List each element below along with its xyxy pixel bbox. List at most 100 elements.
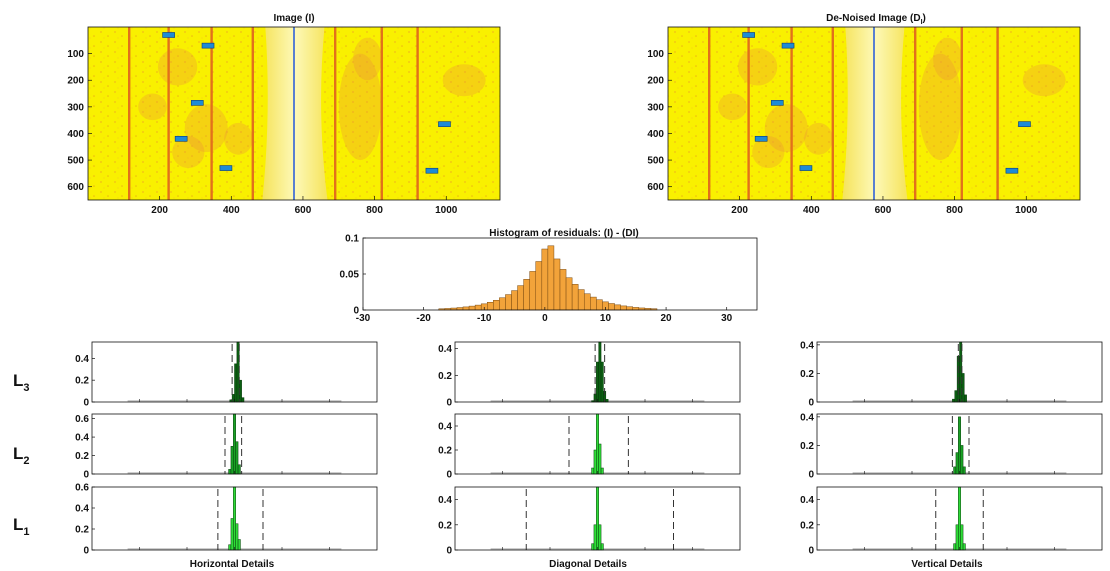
y-tick-label: 300	[647, 102, 664, 113]
histogram-bar	[523, 279, 530, 311]
histogram-bar	[559, 269, 567, 311]
detail-bar	[591, 467, 595, 475]
y-tick-label: 0.2	[800, 441, 814, 452]
histogram-bar	[529, 271, 537, 311]
x-tick-label: 400	[223, 205, 240, 216]
detail-bar	[235, 441, 239, 475]
x-tick-label: 1000	[435, 205, 458, 216]
y-tick-label: 0	[808, 398, 814, 409]
y-tick-label: 0.2	[438, 446, 452, 457]
image-center-line	[873, 27, 875, 200]
image-stripe	[167, 27, 170, 200]
y-tick-label: 0.2	[438, 371, 452, 382]
y-tick-label: 0.4	[75, 504, 89, 515]
image-stripe	[210, 27, 213, 200]
x-tick-label: -20	[416, 313, 431, 324]
image-center-line	[293, 27, 295, 200]
y-tick-label: 600	[647, 182, 664, 193]
detail-bar	[596, 361, 599, 403]
y-tick-label: 0.1	[345, 234, 359, 245]
detail-bar	[237, 464, 241, 475]
image-texture-blob	[353, 37, 382, 81]
y-tick-label: 400	[647, 129, 664, 140]
image-texture-blob	[752, 136, 785, 169]
column-label-vertical: Vertical Details	[911, 559, 983, 570]
y-tick-label: 500	[67, 156, 84, 167]
row-label-l3-sub: 3	[23, 382, 29, 394]
image-marker	[201, 42, 215, 49]
y-tick-label: 0	[83, 546, 89, 557]
detail-bar	[228, 469, 232, 475]
y-tick-label: 0.2	[800, 369, 814, 380]
image-marker	[174, 135, 188, 142]
original-image-title: Image (I)	[273, 13, 314, 24]
histogram-bar	[583, 293, 591, 311]
detail-bar	[591, 543, 595, 551]
y-tick-label: 0	[83, 470, 89, 481]
x-tick-label: 30	[721, 313, 733, 324]
column-label-horizontal: Horizontal Details	[190, 559, 275, 570]
y-tick-label: 100	[67, 49, 84, 60]
detail-bar	[962, 543, 966, 551]
detail-bar	[600, 467, 604, 475]
row-label-l3: L3	[13, 371, 30, 394]
detail-bar	[958, 486, 961, 551]
image-texture-blob	[157, 48, 198, 86]
y-tick-label: 0.2	[75, 525, 89, 536]
image-bright-region	[262, 27, 328, 200]
image-stripe	[416, 27, 419, 200]
detail-histogram-d1: 0 0.2 0.4	[438, 486, 741, 557]
y-tick-label: 0	[446, 546, 452, 557]
y-tick-label: 0	[446, 470, 452, 481]
image-marker	[190, 100, 204, 106]
histogram-bar	[511, 290, 518, 311]
image-marker	[781, 42, 795, 49]
histogram-bar	[571, 284, 579, 311]
image-stripe	[128, 27, 131, 200]
image-stripe	[790, 27, 793, 200]
column-label-diagonal: Diagonal Details	[549, 559, 627, 570]
denoised-title-end: )	[923, 13, 926, 24]
image-texture-blob	[338, 53, 382, 161]
detail-histogram-d2: 0 0.2 0.4	[438, 413, 741, 481]
detail-bar	[234, 363, 238, 403]
x-tick-label: -10	[477, 313, 492, 324]
histogram-bar	[620, 305, 627, 311]
image-texture-blob	[1022, 64, 1066, 97]
x-tick-label: 600	[875, 205, 892, 216]
detail-histogram-v1: 0 0.2 0.4	[800, 486, 1103, 557]
image-stripe	[334, 27, 337, 200]
detail-bar	[953, 466, 957, 475]
detail-bar	[241, 397, 245, 403]
y-tick-label: 0.4	[800, 495, 814, 506]
x-tick-label: 600	[295, 205, 312, 216]
detail-bar	[600, 543, 604, 551]
image-bright-region	[842, 27, 908, 200]
y-tick-label: 0.4	[800, 340, 814, 351]
denoised-title-subscript: I	[921, 19, 923, 26]
image-marker	[1018, 121, 1031, 127]
image-texture-blob	[933, 37, 962, 81]
image-texture-blob	[224, 122, 253, 155]
detail-bar	[593, 524, 597, 551]
image-texture-blob	[718, 93, 747, 121]
detail-bar	[600, 361, 604, 403]
image-texture-blob	[184, 104, 228, 153]
detail-bar	[235, 523, 239, 551]
detail-bar	[233, 413, 236, 475]
histogram-bar	[553, 258, 561, 311]
image-marker	[754, 135, 768, 142]
detail-histogram-v2: 0 0.2 0.4	[800, 412, 1103, 481]
detail-bar	[964, 394, 967, 403]
detail-bar	[958, 416, 961, 475]
detail-histogram-h3: 0 0.2 0.4	[75, 341, 378, 409]
image-marker	[162, 32, 175, 38]
detail-bar	[237, 539, 241, 551]
y-tick-label: 100	[647, 49, 664, 60]
x-tick-label: 800	[946, 205, 963, 216]
histogram-bar	[493, 299, 500, 311]
histogram-bar	[499, 297, 506, 311]
x-tick-label: 10	[600, 313, 612, 324]
image-axes-frame	[87, 26, 501, 201]
